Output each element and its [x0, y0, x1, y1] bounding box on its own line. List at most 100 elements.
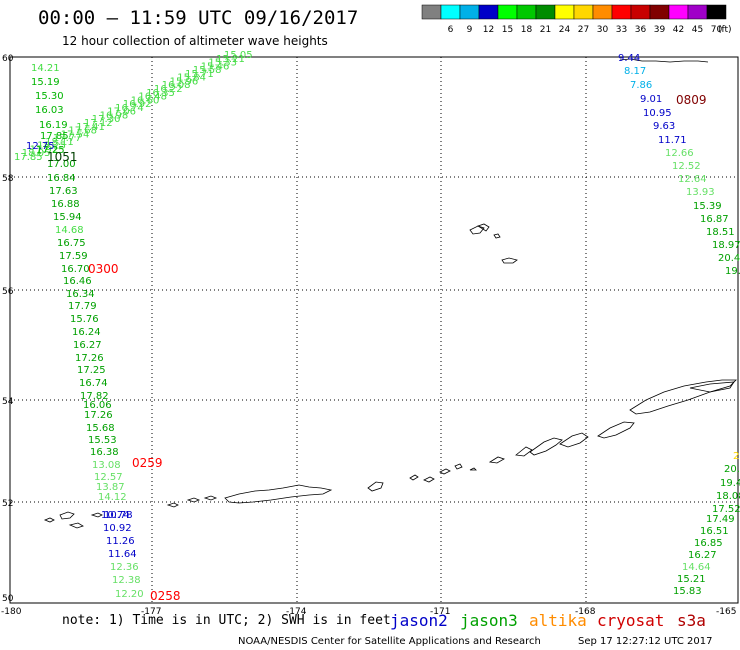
time-labels: 0809 1051 0300 0259 0258	[47, 93, 707, 603]
legend-tick: 21	[540, 25, 551, 35]
legend-tick: 27	[578, 25, 589, 35]
legend-tick: 45	[692, 25, 703, 35]
wave-height-value: 16.60	[131, 95, 160, 106]
wave-height-value: 17.41	[76, 122, 105, 133]
wave-height-value: 15.33	[208, 58, 237, 69]
wave-height-value: 8.17	[624, 66, 646, 77]
wave-height-value: 13.87	[96, 482, 125, 493]
wave-height-value: 13.93	[686, 187, 715, 198]
wave-height-value: 16.22	[154, 84, 183, 95]
island-outline	[409, 474, 419, 481]
wave-height-value: 15.96	[170, 76, 199, 87]
wave-height-value: 20.4	[718, 253, 740, 264]
footer-credit: NOAA/NESDIS Center for Satellite Applica…	[238, 636, 541, 647]
wave-height-value: 16.27	[73, 340, 102, 351]
satellite-legend: jason2 jason3 altika cryosat s3a	[390, 611, 706, 630]
wave-height-value: 12.20	[115, 589, 144, 600]
wave-height-value: 17.49	[706, 514, 735, 525]
island-outline	[90, 512, 103, 518]
wave-height-value: 16.74	[115, 103, 144, 114]
wave-height-value: 15.68	[86, 423, 115, 434]
island-outline	[477, 223, 490, 232]
legend-swatch	[649, 4, 670, 20]
wave-height-value: 16.34	[66, 289, 95, 300]
legend-swatch	[573, 4, 594, 20]
longitude-labels: -180 -177 -174 -171 -168 -165	[1, 607, 736, 617]
legend-tick: 6	[448, 25, 454, 35]
island-outline	[469, 225, 485, 235]
island-outline	[529, 437, 563, 456]
wave-height-value: 15.46	[201, 61, 230, 72]
wave-height-value: 15.19	[31, 77, 60, 88]
legend-tick: 42	[673, 25, 684, 35]
map-title: 00:00 – 11:59 UTC 09/16/2017	[38, 7, 358, 29]
island-outline	[59, 511, 75, 520]
lon-label: -177	[141, 607, 161, 617]
wave-height-value: 14.64	[682, 562, 711, 573]
wave-height-value: 16.75	[57, 238, 86, 249]
island-outline	[493, 233, 501, 239]
wave-height-value: 15.58	[193, 65, 222, 76]
wave-height-value: 16.92	[123, 99, 152, 110]
wave-height-value: 18.08	[716, 491, 740, 502]
wave-height-value: 17.06	[107, 107, 136, 118]
wave-height-value: 17.79	[68, 301, 97, 312]
wave-height-value: 13.08	[92, 460, 121, 471]
wave-height-value: 11.64	[108, 549, 137, 560]
footer-note: note: 1) Time is in UTC; 2) SWH is in fe…	[62, 613, 391, 628]
lon-label: -180	[1, 607, 22, 617]
time-label: 0300	[88, 262, 119, 276]
map-subtitle: 12 hour collection of altimeter wave hei…	[62, 34, 328, 48]
time-label: 0809	[676, 93, 707, 107]
wave-height-value: 20.	[724, 464, 740, 475]
island-outline	[439, 468, 451, 475]
legend-tick: 33	[616, 25, 627, 35]
wave-height-value: 15.21	[677, 574, 706, 585]
legend-tick: 18	[521, 25, 533, 35]
island-outline	[488, 456, 505, 464]
wave-height-value: 15.30	[35, 91, 64, 102]
legend-tick: 36	[635, 25, 647, 35]
wave-height-value: 17.82	[80, 391, 109, 402]
wave-height-value: 9.44	[618, 53, 640, 64]
wave-height-value: 17.92	[30, 144, 59, 155]
wave-height-value: 12.38	[112, 575, 141, 586]
wave-height-value: 16.35	[146, 88, 175, 99]
wave-height-value: 10.92	[103, 523, 132, 534]
island-outline	[501, 257, 518, 264]
legend-swatch	[516, 4, 537, 20]
island-outline	[166, 502, 179, 508]
wave-height-value: 17.12	[84, 118, 113, 129]
wave-height-value: 17.30	[92, 114, 121, 125]
wave-height-value: 14.21	[31, 63, 60, 74]
island-chain-outline	[224, 484, 333, 504]
legend-swatch	[535, 4, 556, 20]
wave-height-value: 17.25	[77, 365, 106, 376]
wave-height-value: 18.25	[37, 141, 66, 152]
wave-height-value: 16.06	[83, 400, 112, 411]
wave-height-value: 12.36	[110, 562, 139, 573]
latitude-labels: 60 58 56 54 52 50	[2, 54, 14, 604]
wave-height-value: 16.88	[51, 199, 80, 210]
legend-swatch	[459, 4, 480, 20]
wave-height-value: 17.77	[53, 133, 82, 144]
wave-height-value: 9.01	[640, 94, 662, 105]
footer-timestamp: Sep 17 12:27:12 UTC 2017	[578, 636, 712, 647]
wave-height-value: 18.97	[712, 240, 740, 251]
wave-height-value: 16.48	[138, 92, 167, 103]
map-frame	[9, 56, 739, 604]
legend-swatch	[440, 4, 461, 20]
legend-tick: 12	[483, 25, 494, 35]
time-label: 1051	[47, 150, 78, 164]
island-outline	[559, 432, 589, 448]
wave-height-value: 16.51	[700, 526, 729, 537]
lat-label: 56	[2, 287, 14, 297]
legend-tick: 24	[559, 25, 571, 35]
wave-height-value: 16.84	[47, 173, 76, 184]
lon-label: -171	[430, 607, 450, 617]
time-label: 0258	[150, 589, 181, 603]
track-west: 14.21 15.19 15.30 16.03 16.19 17.00 16.84 17.63…	[31, 63, 144, 600]
satellite-altika: altika	[529, 611, 587, 630]
